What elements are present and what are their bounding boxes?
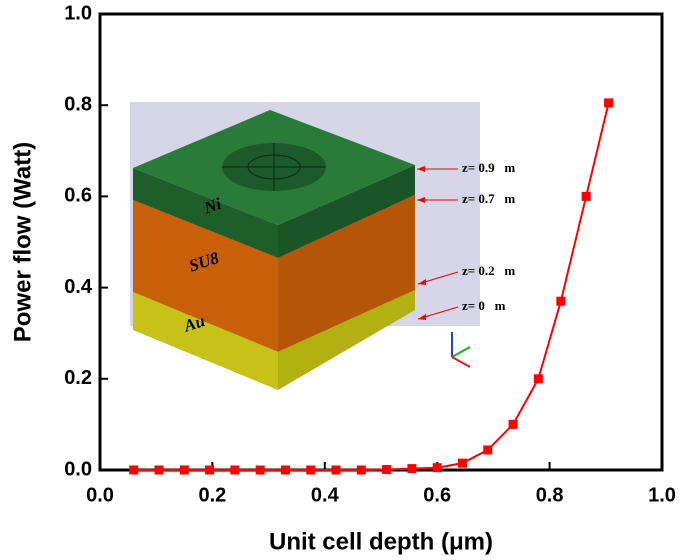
arrow-head — [417, 166, 425, 172]
data-point — [356, 465, 366, 475]
ni-right — [278, 165, 415, 258]
data-point — [230, 465, 240, 475]
arrow-head — [418, 314, 426, 320]
annotation: z= 0.2 m — [462, 263, 515, 278]
axis-icon — [451, 346, 471, 358]
inset-label: Ni — [201, 194, 224, 218]
data-point — [508, 419, 518, 429]
su8-left — [133, 200, 278, 352]
ni-left — [133, 168, 278, 258]
x-tick-label: 0.4 — [311, 484, 340, 506]
x-axis-title: Unit cell depth (μm) — [269, 528, 493, 555]
y-tick-label: 0.2 — [64, 367, 92, 389]
y-tick-label: 0.8 — [64, 93, 92, 115]
annotation: z= 0 m — [462, 298, 506, 313]
au-right — [278, 290, 415, 390]
data-point — [129, 465, 139, 475]
x-tick-label: 0.0 — [86, 484, 114, 506]
data-point — [533, 374, 543, 384]
y-tick-label: 1.0 — [64, 2, 92, 24]
x-tick-label: 0.8 — [536, 484, 564, 506]
x-tick-label: 0.6 — [423, 484, 451, 506]
annotation: z= 0.7 m — [462, 191, 515, 206]
arrow-head — [417, 197, 425, 203]
data-point — [407, 464, 417, 474]
y-axis-title: Power flow (Watt) — [9, 142, 36, 342]
data-point — [581, 191, 591, 201]
data-point — [306, 465, 316, 475]
x-tick-label: 0.2 — [198, 484, 226, 506]
y-tick-label: 0.0 — [64, 458, 92, 480]
data-point — [205, 465, 215, 475]
annotation: z= 0.9 m — [462, 160, 515, 175]
data-point — [382, 465, 392, 475]
data-point — [457, 458, 467, 468]
data-point — [179, 465, 189, 475]
y-tick-label: 0.6 — [64, 185, 92, 207]
axis-icon — [451, 356, 471, 368]
data-point — [154, 465, 164, 475]
data-point — [604, 98, 614, 108]
data-point — [432, 463, 442, 473]
data-point — [483, 445, 493, 455]
hole-lines — [222, 143, 326, 191]
data-point — [556, 296, 566, 306]
su8-right — [278, 195, 415, 352]
data-point — [331, 465, 341, 475]
au-left — [133, 292, 278, 390]
arrow-head — [418, 279, 426, 285]
data-point — [255, 465, 265, 475]
x-tick-label: 1.0 — [648, 484, 676, 506]
y-tick-label: 0.4 — [64, 276, 93, 298]
data-point — [280, 465, 290, 475]
